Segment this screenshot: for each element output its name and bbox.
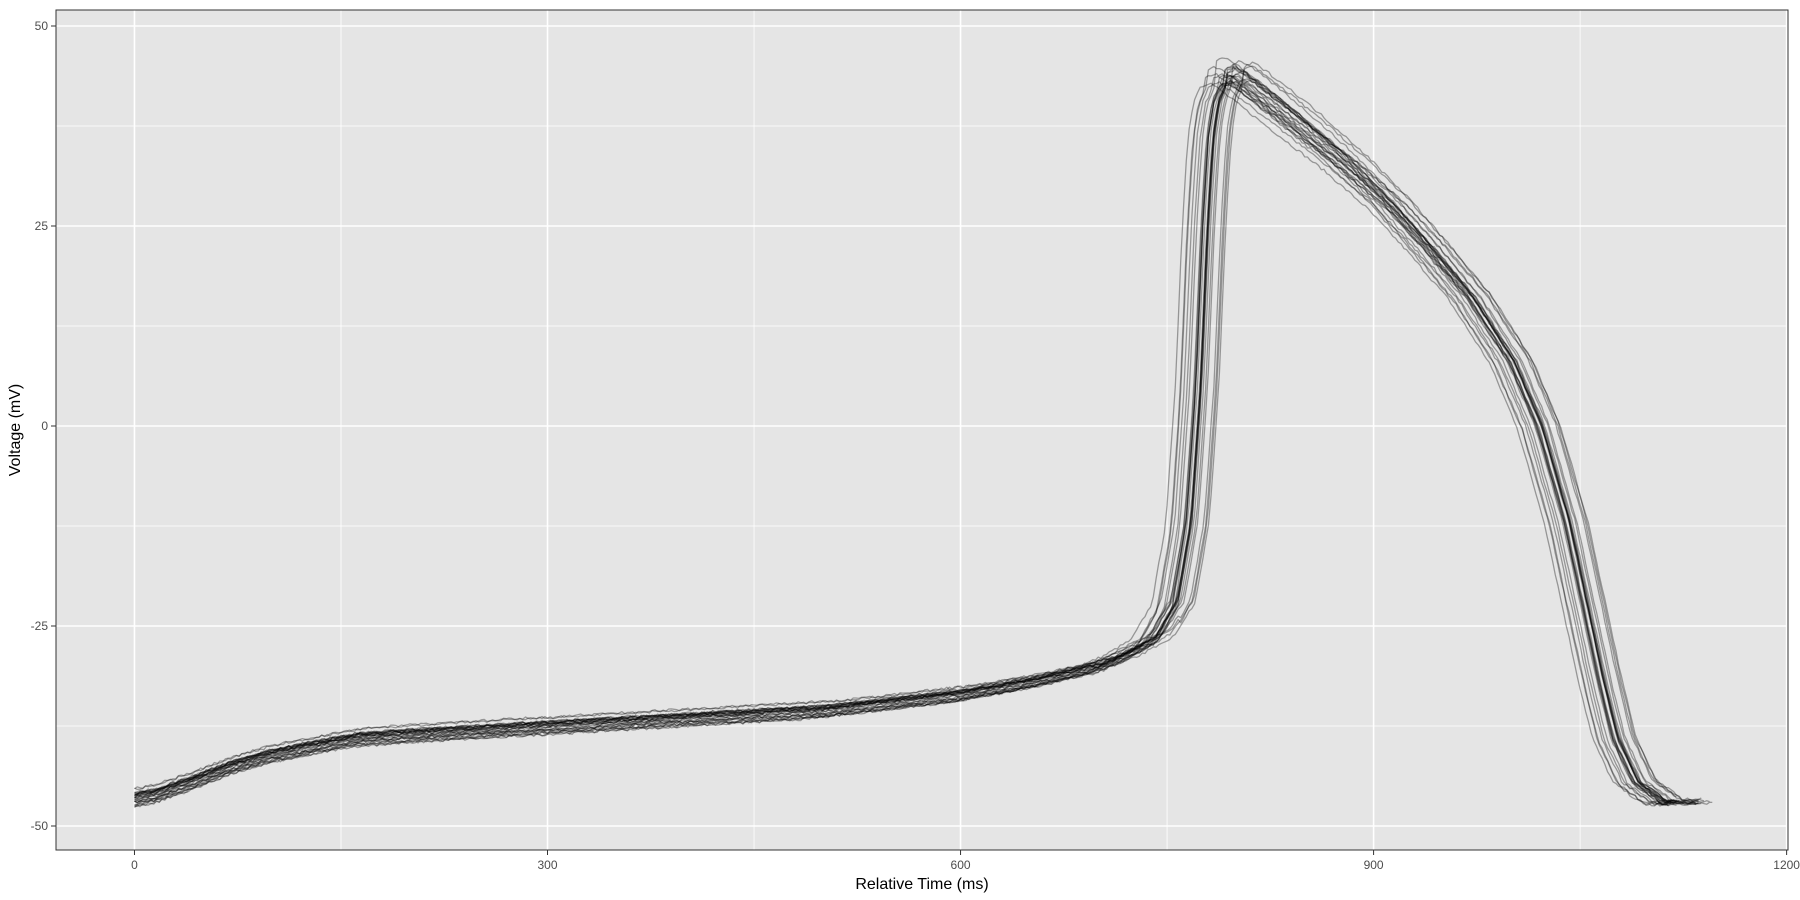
x-axis: 0 300 600 900 1200 [131, 850, 1800, 872]
voltage-trace [134, 78, 1677, 798]
voltage-trace [134, 75, 1699, 803]
voltage-trace [134, 73, 1697, 807]
y-tick-label: -50 [31, 819, 49, 833]
voltage-trace [134, 63, 1677, 804]
y-tick-label: -25 [31, 619, 49, 633]
voltage-trace [134, 65, 1669, 806]
voltage-trace [134, 67, 1699, 805]
voltage-trace [134, 75, 1696, 805]
x-tick-label: 0 [131, 858, 138, 872]
y-tick-label: 25 [35, 219, 49, 233]
x-tick-label: 1200 [1773, 858, 1800, 872]
voltage-trace [134, 73, 1666, 801]
x-tick-label: 900 [1364, 858, 1384, 872]
voltage-trace [134, 57, 1702, 806]
voltage-trace [134, 81, 1677, 803]
x-axis-title: Relative Time (ms) [855, 876, 988, 893]
y-axis-title: Voltage (mV) [7, 384, 24, 476]
voltage-trace [134, 70, 1699, 803]
y-tick-label: 0 [41, 419, 48, 433]
major-grid [56, 10, 1788, 850]
voltage-trace [134, 81, 1694, 805]
voltage-trace [134, 84, 1671, 807]
voltage-trace [134, 81, 1672, 803]
series-layer [134, 57, 1713, 808]
y-tick-label: 50 [35, 19, 49, 33]
voltage-trace [134, 60, 1672, 803]
voltage-trace [134, 61, 1699, 804]
voltage-trace [134, 65, 1680, 803]
x-tick-label: 600 [951, 858, 971, 872]
y-axis: -50 -25 0 25 50 [31, 19, 56, 833]
minor-grid [56, 10, 1788, 850]
plot-border [55, 9, 1789, 851]
voltage-trace [134, 65, 1677, 808]
voltage-trace [134, 66, 1674, 804]
voltage-trace [134, 82, 1699, 805]
voltage-trace [134, 74, 1710, 803]
plot-panel [56, 10, 1788, 850]
voltage-trace [134, 80, 1705, 802]
x-tick-label: 300 [537, 858, 557, 872]
voltage-trace [134, 65, 1702, 801]
voltage-trace [134, 82, 1674, 805]
voltage-trace [134, 72, 1669, 808]
voltage-trace [134, 79, 1713, 806]
voltage-trace [134, 75, 1663, 803]
voltage-trace [134, 80, 1680, 803]
